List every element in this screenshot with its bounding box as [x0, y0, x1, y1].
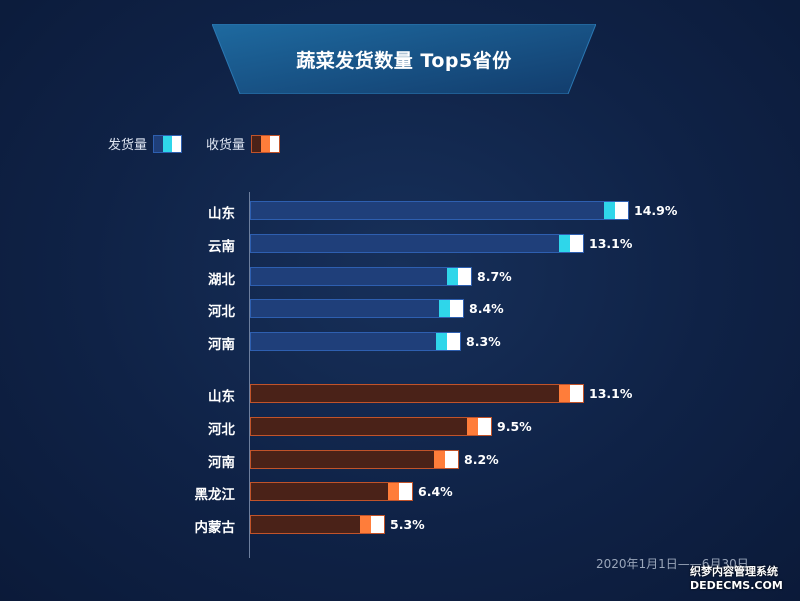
bar-recv: [250, 515, 385, 534]
title-banner-shape: [212, 24, 596, 94]
category-label: 河北: [208, 304, 235, 320]
bar-recv: [250, 482, 413, 501]
bar-value-label: 8.2%: [464, 452, 499, 467]
bar-cap-accent: [439, 300, 450, 317]
watermark-line1: 织梦内容管理系统: [690, 565, 778, 578]
category-label: 湖北: [208, 272, 235, 288]
legend-item-recv: 收货量: [206, 134, 281, 153]
bar-cap-accent: [388, 483, 399, 500]
bar-cap-accent: [436, 333, 447, 350]
bar-value-label: 13.1%: [589, 236, 633, 251]
bar-ship: [250, 267, 472, 286]
legend-item-ship: 发货量: [108, 134, 183, 153]
bar-ship: [250, 234, 584, 253]
bar-value-label: 6.4%: [418, 484, 453, 499]
bar-cap-accent: [447, 268, 458, 285]
bar-cap-accent: [467, 418, 478, 435]
category-label: 河南: [208, 337, 235, 353]
category-label: 河南: [208, 455, 235, 471]
watermark-line2: DEDECMS.COM: [690, 579, 783, 592]
bar-value-label: 8.3%: [466, 334, 501, 349]
bar-value-label: 8.7%: [477, 269, 512, 284]
bar-value-label: 8.4%: [469, 301, 504, 316]
bar-recv: [250, 384, 584, 403]
chart-title: 蔬菜发货数量 Top5省份: [296, 49, 512, 72]
bar-ship: [250, 201, 629, 220]
bar-cap-accent: [434, 451, 445, 468]
bar-value-label: 9.5%: [497, 419, 532, 434]
bar-cap-end: [458, 268, 471, 285]
bar-cap-end: [450, 300, 463, 317]
watermark: 织梦内容管理系统 DEDECMS.COM: [690, 565, 796, 593]
category-label: 河北: [208, 422, 235, 438]
category-label: 山东: [208, 389, 235, 405]
bar-cap-end: [371, 516, 384, 533]
category-label: 黑龙江: [194, 487, 236, 503]
bar-ship: [250, 299, 464, 318]
bar-cap-end: [478, 418, 491, 435]
legend-swatch-recv: [251, 134, 281, 153]
bar-cap-end: [445, 451, 458, 468]
y-axis-line: [249, 192, 250, 558]
bar-cap-accent: [360, 516, 371, 533]
bar-value-label: 14.9%: [634, 203, 678, 218]
legend-label-ship: 发货量: [108, 138, 148, 153]
category-label: 山东: [208, 206, 235, 222]
bar-ship: [250, 332, 461, 351]
legend: 发货量 收货量: [108, 134, 304, 153]
bar-cap-end: [615, 202, 628, 219]
legend-swatch-ship: [153, 134, 183, 153]
bar-cap-end: [399, 483, 412, 500]
bar-value-label: 5.3%: [390, 517, 425, 532]
bar-recv: [250, 417, 492, 436]
bar-cap-accent: [604, 202, 615, 219]
category-label: 云南: [208, 239, 235, 255]
bar-recv: [250, 450, 459, 469]
bar-cap-accent: [559, 235, 570, 252]
legend-label-recv: 收货量: [206, 138, 246, 153]
category-label: 内蒙古: [194, 520, 236, 536]
bar-cap-accent: [559, 385, 570, 402]
bar-cap-end: [570, 235, 583, 252]
bar-cap-end: [447, 333, 460, 350]
bar-cap-end: [570, 385, 583, 402]
date-range: 2020年1月1日——6月30日: [596, 557, 749, 571]
title-banner: 蔬菜发货数量 Top5省份: [212, 24, 596, 94]
bar-value-label: 13.1%: [589, 386, 633, 401]
